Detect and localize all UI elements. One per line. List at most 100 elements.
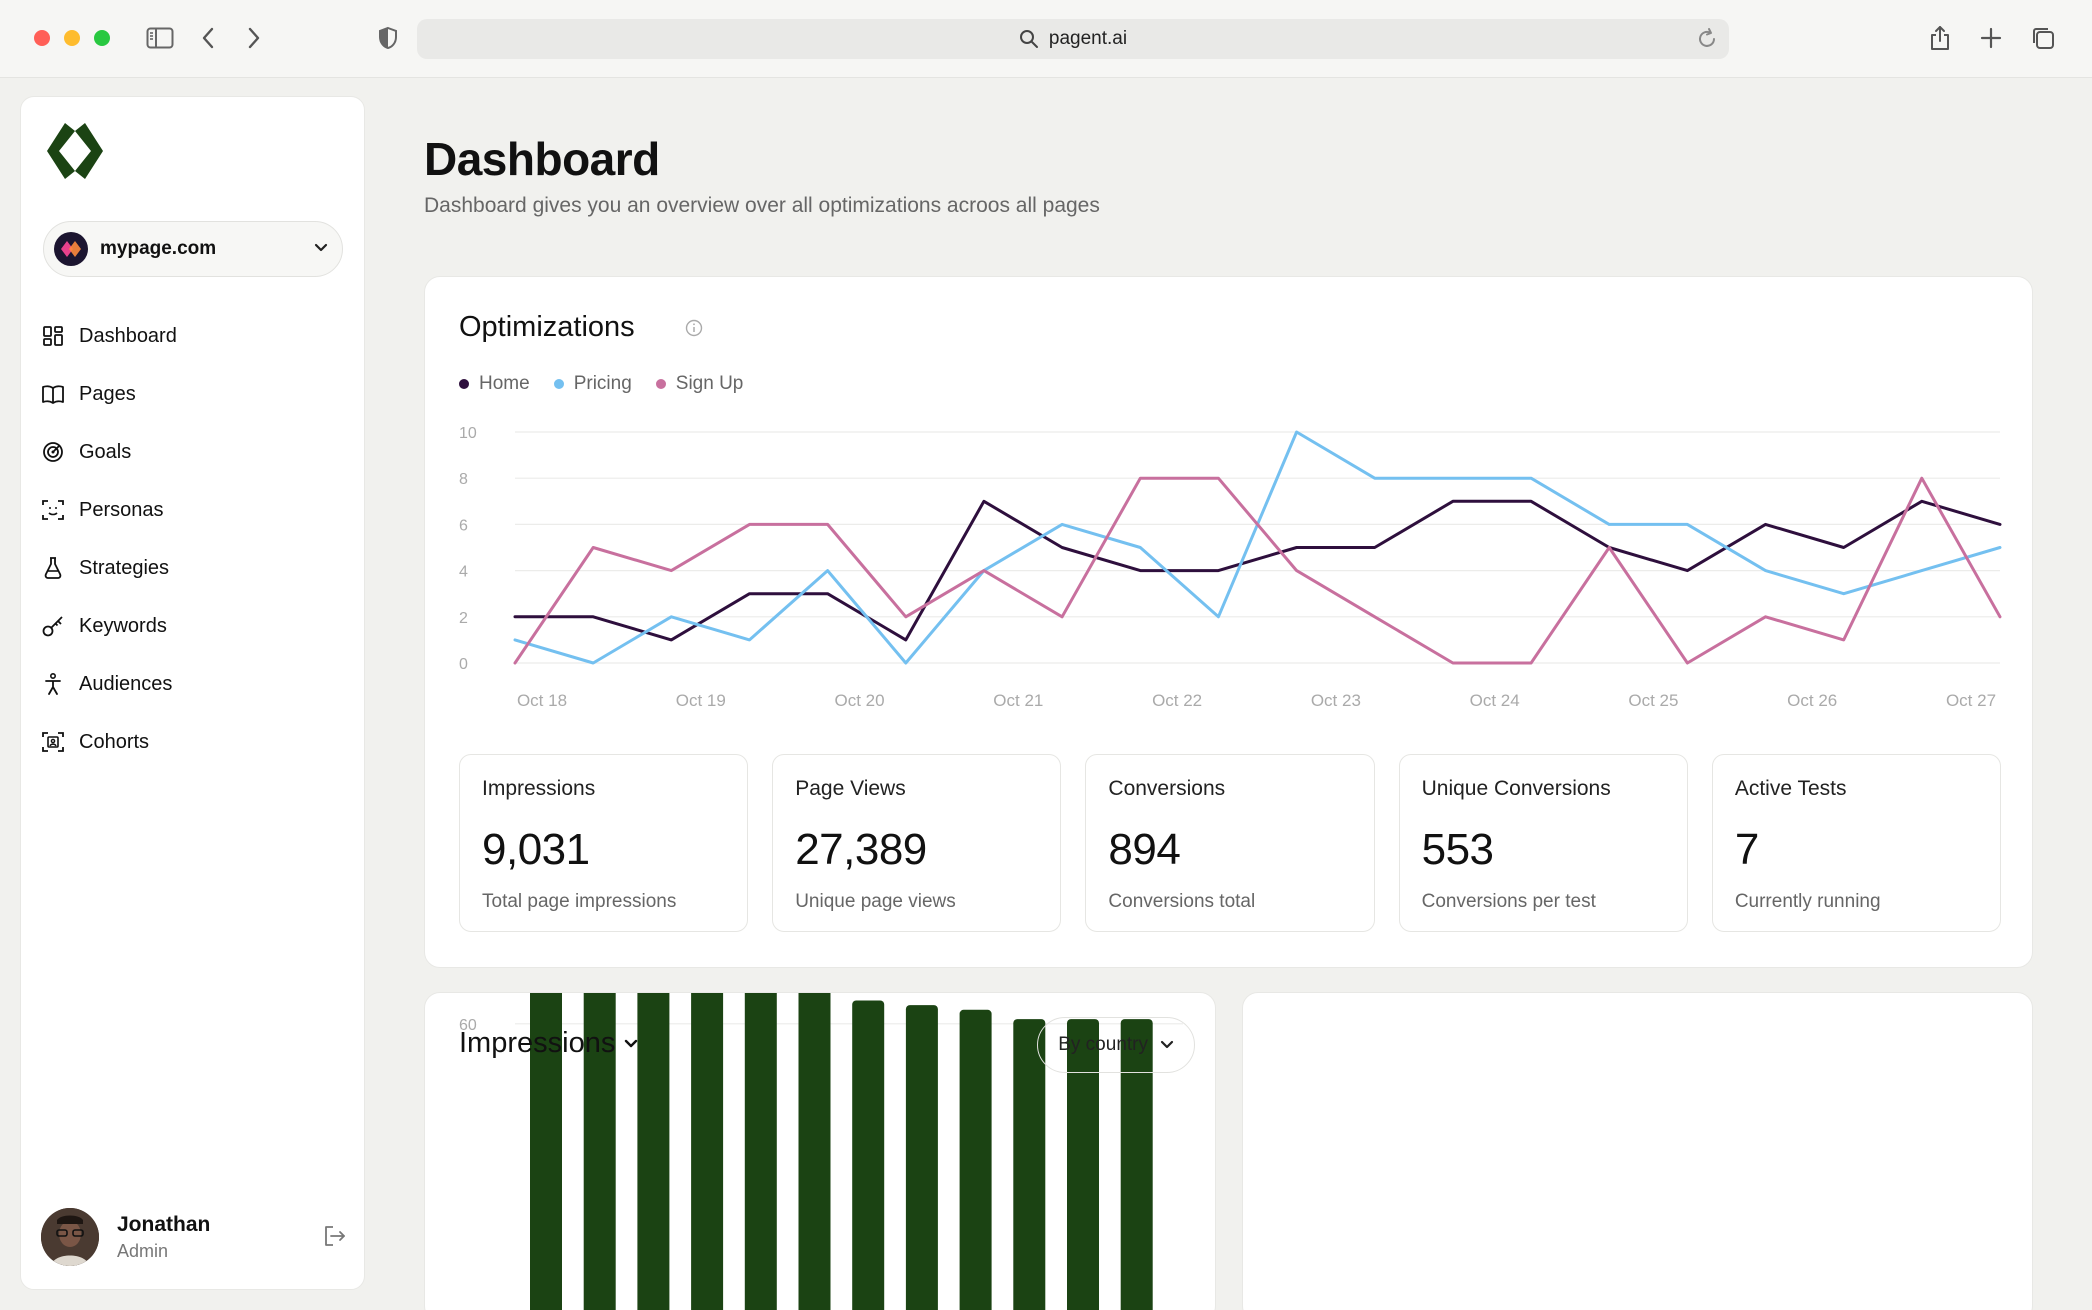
stat-card-impressions[interactable]: Impressions 9,031 Total page impressions: [459, 754, 749, 932]
new-tab-icon[interactable]: [1975, 22, 2007, 54]
minimize-window-button[interactable]: [64, 30, 80, 46]
back-arrow-icon[interactable]: [192, 22, 224, 54]
bar[interactable]: [852, 1000, 885, 1310]
optimizations-title: Optimizations: [459, 311, 635, 343]
stat-description: Conversions total: [1108, 891, 1256, 912]
y-tick-label: 10: [459, 425, 477, 442]
optimizations-line-chart: 0 2 4 6 8 10 Oct 18 Oct 19 Oct 20 Oct 21 Oct 22 Oct…: [459, 425, 2002, 710]
bar[interactable]: [1120, 1019, 1153, 1310]
sidebar-item-label: Cohorts: [79, 730, 150, 753]
sidebar-nav: Dashboard Pages Goals Personas Strategie…: [41, 307, 351, 771]
bar[interactable]: [744, 993, 777, 1310]
sidebar-item-keywords[interactable]: Keywords: [41, 597, 351, 655]
close-window-button[interactable]: [34, 30, 50, 46]
x-tick-label: Oct 27: [1946, 691, 1996, 710]
bar[interactable]: [637, 993, 670, 1310]
user-profile[interactable]: Jonathan Admin: [41, 1207, 351, 1267]
bar[interactable]: [959, 1009, 992, 1310]
site-selector[interactable]: mypage.com: [43, 221, 343, 277]
stat-description: Conversions per test: [1421, 891, 1596, 912]
reload-icon[interactable]: [1695, 27, 1719, 57]
stat-value: 27,389: [795, 825, 927, 874]
bar[interactable]: [691, 993, 724, 1310]
sidebar-item-label: Audiences: [79, 672, 173, 695]
y-tick-label: 2: [459, 610, 468, 627]
bar[interactable]: [1013, 1019, 1046, 1310]
sidebar-item-label: Strategies: [79, 556, 170, 579]
bar[interactable]: [905, 1005, 938, 1310]
avatar: [41, 1208, 99, 1266]
target-icon: [41, 440, 65, 464]
sidebar-item-personas[interactable]: Personas: [41, 481, 351, 539]
y-tick-label: 6: [459, 517, 468, 534]
y-tick-label: 4: [459, 564, 468, 581]
series-line-home[interactable]: [513, 499, 2002, 642]
impressions-dropdown[interactable]: Impressions: [459, 1027, 639, 1060]
stat-label: Active Tests: [1734, 777, 1847, 800]
legend-item-home[interactable]: Home: [459, 373, 530, 395]
stat-label: Unique Conversions: [1421, 777, 1611, 800]
y-tick-label: 8: [459, 471, 468, 488]
stat-description: Currently running: [1734, 891, 1881, 912]
sidebar-item-label: Dashboard: [79, 324, 177, 347]
sidebar-item-goals[interactable]: Goals: [41, 423, 351, 481]
site-name: mypage.com: [100, 238, 217, 259]
site-logo-icon: [54, 232, 88, 266]
legend-item-signup[interactable]: Sign Up: [655, 373, 744, 395]
book-icon: [41, 382, 65, 406]
x-tick-label: Oct 22: [1152, 691, 1202, 710]
impressions-title: Impressions: [459, 1027, 616, 1059]
series-line-pricing[interactable]: [513, 430, 2002, 665]
optimizations-card: 0 2 4 6 8 10 Oct 18 Oct 19 Oct 20 Oct 21 Oct 22 Oct…: [424, 276, 2033, 968]
by-country-select[interactable]: By country: [1037, 1017, 1195, 1073]
x-tick-label: Oct 18: [517, 691, 567, 710]
bar[interactable]: [583, 993, 616, 1310]
forward-arrow-icon[interactable]: [238, 22, 270, 54]
address-bar[interactable]: pagent.ai: [417, 19, 1729, 59]
url-text: pagent.ai: [1048, 28, 1128, 49]
stat-card-active-tests[interactable]: Active Tests 7 Currently running: [1711, 754, 2002, 932]
face-scan-icon: [41, 498, 65, 522]
sidebar-item-dashboard[interactable]: Dashboard: [41, 307, 351, 365]
legend-label: Sign Up: [675, 373, 744, 394]
bar[interactable]: [1067, 1019, 1099, 1310]
maximize-window-button[interactable]: [94, 30, 110, 46]
sidebar-item-audiences[interactable]: Audiences: [41, 655, 351, 713]
logout-icon[interactable]: [323, 1225, 347, 1252]
x-tick-label: Oct 24: [1470, 691, 1520, 710]
series-line-sign-up[interactable]: [513, 476, 2002, 665]
person-icon: [41, 672, 65, 696]
legend-item-pricing[interactable]: Pricing: [553, 373, 632, 395]
sidebar-item-strategies[interactable]: Strategies: [41, 539, 351, 597]
sidebar-item-label: Personas: [79, 498, 164, 521]
impressions-card: 60708090100 Impressions By country: [424, 992, 1216, 1310]
bar[interactable]: [530, 993, 562, 1310]
sidebar-item-cohorts[interactable]: Cohorts: [41, 713, 351, 771]
impressions-bar-chart: 60708090100: [459, 993, 1183, 1310]
user-name: Jonathan: [117, 1212, 211, 1236]
stat-card-unique-conversions[interactable]: Unique Conversions 553 Conversions per t…: [1398, 754, 1688, 932]
sidebar-item-label: Pages: [79, 382, 136, 405]
shield-icon[interactable]: [372, 22, 404, 54]
x-tick-label: Oct 20: [835, 691, 885, 710]
stat-value: 9,031: [482, 825, 590, 874]
bar[interactable]: [798, 993, 831, 1310]
legend-dot-signup: [655, 379, 666, 389]
sidebar-toggle-icon[interactable]: [144, 22, 176, 54]
stat-card-conversions[interactable]: Conversions 894 Conversions total: [1085, 754, 1375, 932]
x-tick-label: Oct 19: [676, 691, 726, 710]
share-icon[interactable]: [1924, 22, 1956, 54]
legend-dot-pricing: [553, 379, 564, 389]
x-tick-label: Oct 23: [1311, 691, 1361, 710]
pagent-logo[interactable]: [45, 123, 105, 184]
tab-overview-icon[interactable]: [2027, 22, 2059, 54]
stat-label: Impressions: [482, 777, 596, 800]
chevron-down-icon: [314, 240, 328, 258]
stat-value: 894: [1108, 825, 1181, 874]
sidebar-item-label: Goals: [79, 440, 132, 463]
info-icon[interactable]: [685, 319, 703, 342]
key-icon: [41, 614, 65, 638]
stat-card-page-views[interactable]: Page Views 27,389 Unique page views: [772, 754, 1062, 932]
legend-label: Pricing: [573, 373, 632, 394]
sidebar-item-pages[interactable]: Pages: [41, 365, 351, 423]
